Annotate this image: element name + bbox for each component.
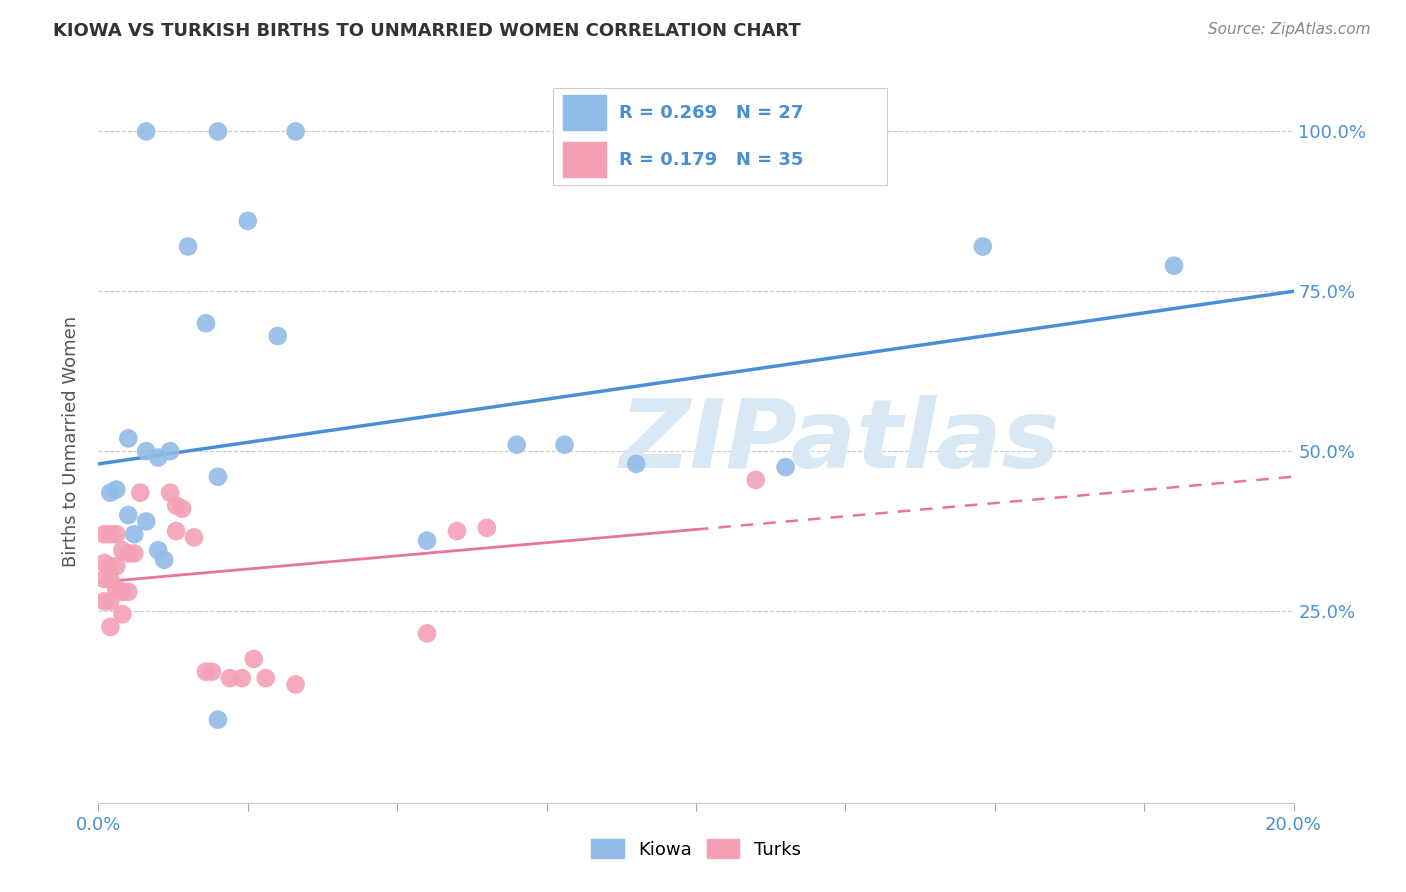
Point	[98, 527, 122, 541]
Point	[243, 652, 266, 666]
Point	[117, 508, 139, 522]
Point	[111, 584, 134, 599]
Point	[195, 665, 218, 679]
Point	[117, 431, 139, 445]
Text: Source: ZipAtlas.com: Source: ZipAtlas.com	[1208, 22, 1371, 37]
Point	[284, 124, 307, 138]
Point	[284, 677, 307, 691]
Point	[135, 124, 157, 138]
Point	[124, 527, 146, 541]
Text: KIOWA VS TURKISH BIRTHS TO UNMARRIED WOMEN CORRELATION CHART: KIOWA VS TURKISH BIRTHS TO UNMARRIED WOM…	[53, 22, 801, 40]
Legend: Kiowa, Turks: Kiowa, Turks	[585, 832, 807, 866]
Point	[98, 485, 122, 500]
Point	[111, 607, 134, 622]
Point	[207, 124, 229, 138]
Point	[111, 543, 134, 558]
Point	[105, 559, 128, 574]
Point	[135, 444, 157, 458]
Point	[506, 438, 529, 452]
Point	[207, 713, 229, 727]
Point	[972, 239, 994, 253]
Point	[416, 626, 439, 640]
Point	[148, 450, 170, 465]
Point	[231, 671, 253, 685]
Point	[93, 527, 115, 541]
Point	[554, 438, 576, 452]
Point	[153, 553, 176, 567]
Point	[93, 572, 115, 586]
Point	[172, 501, 194, 516]
Point	[201, 665, 224, 679]
Point	[475, 521, 498, 535]
Point	[745, 473, 768, 487]
Point	[219, 671, 242, 685]
Point	[1163, 259, 1185, 273]
Point	[626, 457, 648, 471]
Point	[117, 584, 139, 599]
Point	[236, 214, 259, 228]
Point	[165, 524, 187, 538]
Point	[93, 594, 115, 608]
Point	[105, 582, 128, 596]
Point	[254, 671, 277, 685]
Point	[98, 572, 122, 586]
Point	[207, 469, 229, 483]
Point	[195, 316, 218, 330]
Point	[129, 485, 152, 500]
Text: ZIPatlas: ZIPatlas	[619, 395, 1060, 488]
Point	[159, 485, 181, 500]
Point	[93, 556, 115, 570]
Point	[105, 527, 128, 541]
Point	[177, 239, 200, 253]
Point	[135, 515, 157, 529]
Point	[124, 546, 146, 560]
Point	[446, 524, 468, 538]
Point	[267, 329, 290, 343]
Point	[416, 533, 439, 548]
Point	[98, 559, 122, 574]
Point	[165, 499, 187, 513]
Point	[775, 460, 797, 475]
Point	[183, 531, 205, 545]
Point	[105, 483, 128, 497]
Point	[117, 546, 139, 560]
Point	[148, 543, 170, 558]
Point	[98, 620, 122, 634]
Point	[98, 594, 122, 608]
Point	[159, 444, 181, 458]
Y-axis label: Births to Unmarried Women: Births to Unmarried Women	[62, 316, 80, 567]
